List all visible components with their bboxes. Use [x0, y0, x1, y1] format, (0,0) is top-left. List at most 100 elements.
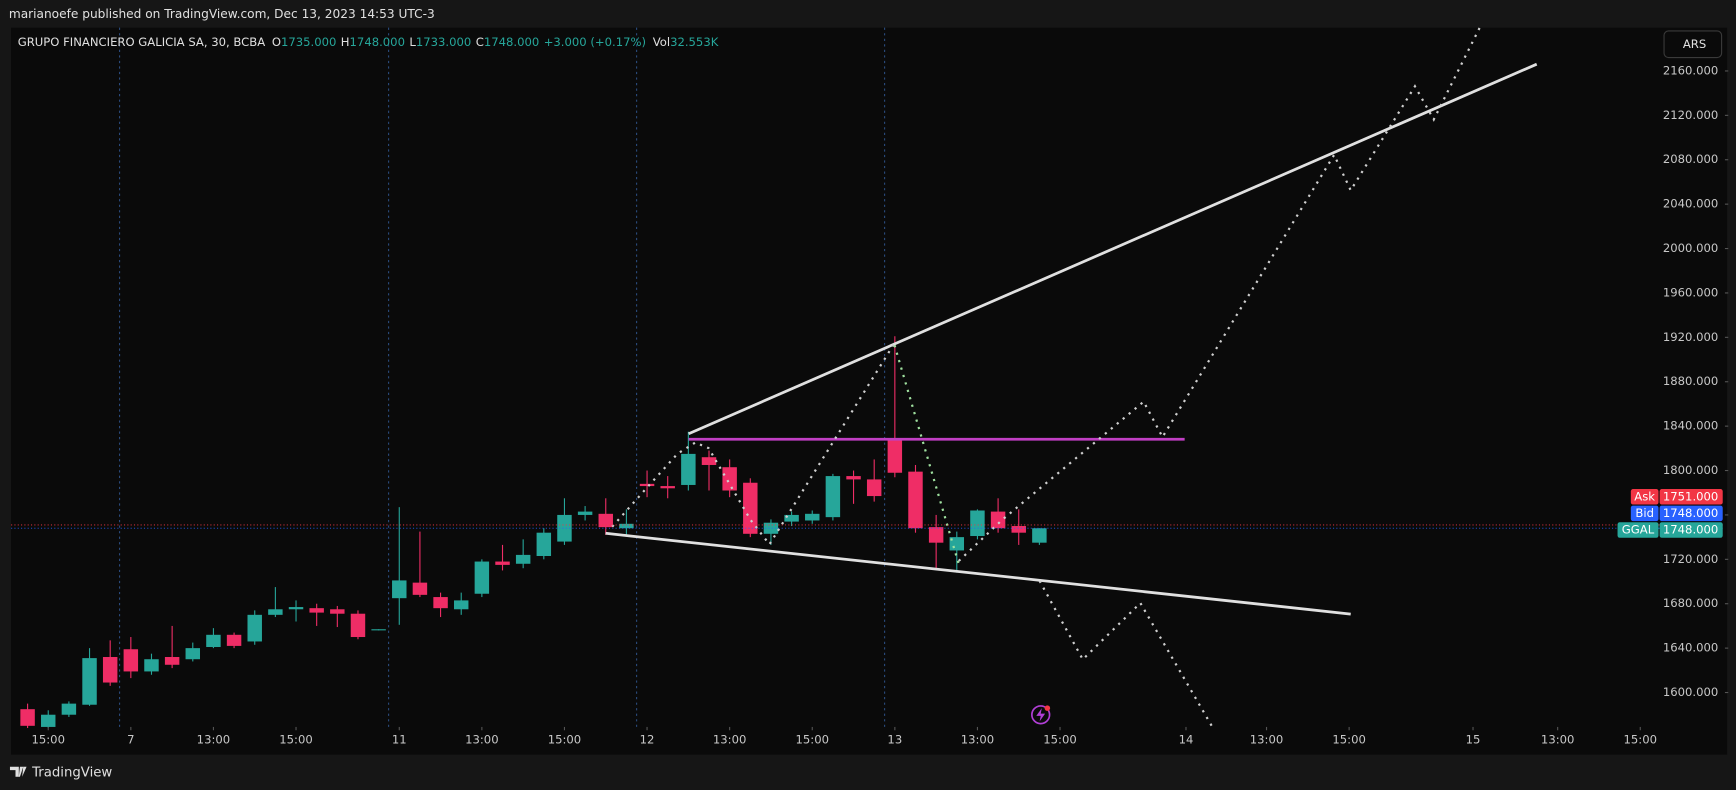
y-tick-label: 1960.000 [1663, 285, 1718, 299]
x-tick-label: 7 [127, 733, 134, 747]
x-tick-label: 13:00 [1541, 733, 1574, 747]
session-breaks [119, 27, 886, 727]
ohlc-value: 1748.000 [484, 35, 539, 49]
candle-body [412, 582, 428, 595]
candle-body [639, 483, 655, 487]
candle-body [784, 514, 799, 522]
price-tag-name-box [1630, 505, 1659, 522]
alert-circle[interactable] [1031, 705, 1051, 725]
x-tick-label: 15:00 [796, 733, 829, 747]
candle-body [681, 453, 696, 485]
price-tag-value: 1751.000 [1663, 489, 1718, 503]
symbol-title: GRUPO FINANCIERO GALICIA SA, 30, BCBA [18, 35, 266, 49]
candle-body [61, 703, 77, 715]
x-tick-label: 15:00 [279, 733, 312, 747]
price-tag-value-box [1659, 505, 1723, 522]
brand-logo [9, 766, 27, 777]
y-tick-label: 2040.000 [1663, 197, 1718, 211]
candle-body [536, 532, 552, 556]
y-tick-label: 2080.000 [1663, 152, 1718, 166]
brand-name: TradingView [31, 765, 112, 780]
ohlc-key: H [341, 35, 350, 49]
candle-body [433, 597, 448, 609]
candle-body [144, 659, 159, 672]
x-tick-label: 13:00 [713, 733, 746, 747]
x-tick-label: 13:00 [465, 733, 498, 747]
y-tick-label: 1680.000 [1663, 596, 1718, 610]
ohlc-value: 1733.000 [416, 35, 471, 49]
y-tick-label: 1840.000 [1663, 419, 1718, 433]
trend-line [688, 62, 1538, 435]
price-tag-name-box [1617, 522, 1659, 538]
candle-body [392, 580, 407, 599]
x-tick-label: 15:00 [1332, 733, 1365, 747]
projection-path [1038, 580, 1214, 728]
y-tick-label: 1640.000 [1663, 641, 1718, 655]
candle-body [164, 657, 180, 665]
change: +3.000 (+0.17%) [544, 35, 646, 49]
brand: TradingView [9, 765, 112, 780]
candle-body [846, 476, 861, 480]
candle-body [123, 649, 139, 672]
plot-area [11, 27, 1725, 727]
x-tick-label: 15:00 [1624, 733, 1657, 747]
candle-body [990, 511, 1006, 529]
candle-body [887, 439, 903, 473]
candle-body [928, 527, 944, 543]
price-tag-value-box [1659, 489, 1723, 505]
candle-body [825, 476, 841, 518]
alert-icon[interactable] [1031, 705, 1051, 725]
candle-body [763, 522, 779, 534]
ohlc-value: 1748.000 [350, 35, 405, 49]
alert-dot [1044, 705, 1051, 711]
candle-body [371, 629, 386, 631]
candle-body [1011, 526, 1026, 533]
candle-body [866, 479, 882, 497]
candle-body [453, 600, 469, 610]
x-tick-label: 11 [392, 733, 407, 747]
candle-body [41, 714, 56, 727]
x-tick-label: 15:00 [31, 733, 64, 747]
drawings [605, 23, 1538, 728]
candle-body [908, 471, 923, 529]
candle-body [206, 634, 221, 648]
candle-body [288, 607, 304, 610]
volume-key: Vol [653, 35, 670, 49]
ohlc-key: C [476, 35, 484, 49]
legend: GRUPO FINANCIERO GALICIA SA, 30, BCBA O17… [18, 35, 719, 49]
y-tick-label: 1720.000 [1663, 552, 1718, 566]
candle-body [619, 523, 634, 529]
y-tick-label: 1800.000 [1663, 463, 1718, 477]
candle-body [102, 657, 118, 683]
candle-body [660, 486, 675, 489]
ohlc-value: 1735.000 [281, 35, 336, 49]
candle-body [330, 609, 345, 614]
x-tick-label: 15 [1466, 733, 1481, 747]
time-axis [11, 726, 1725, 755]
candle-body [495, 561, 510, 565]
y-tick-label: 1880.000 [1663, 374, 1718, 388]
currency-label[interactable]: ARS [1683, 37, 1706, 51]
candle-body [82, 658, 97, 705]
currency-button[interactable] [1663, 30, 1723, 59]
publish-note: marianoefe published on TradingView.com,… [9, 7, 435, 21]
alert-bolt [1036, 708, 1046, 722]
price-tag-name: Ask [1634, 489, 1655, 503]
candle-body [20, 709, 35, 726]
x-tick-label: 12 [640, 733, 655, 747]
x-tick-label: 13:00 [961, 733, 994, 747]
candle-body [805, 513, 820, 521]
candle-body [226, 634, 242, 646]
candles [20, 336, 1047, 729]
y-tick-label: 2000.000 [1663, 241, 1718, 255]
ohlc-key: O [272, 35, 281, 49]
y-tick-label: 2160.000 [1663, 63, 1718, 77]
x-tick-label: 15:00 [548, 733, 581, 747]
price-tag-value: 1748.000 [1663, 522, 1718, 536]
candle-body [1032, 528, 1047, 543]
candle-body [247, 614, 262, 642]
x-tick-label: 13 [887, 733, 902, 747]
candle-body [185, 648, 201, 660]
